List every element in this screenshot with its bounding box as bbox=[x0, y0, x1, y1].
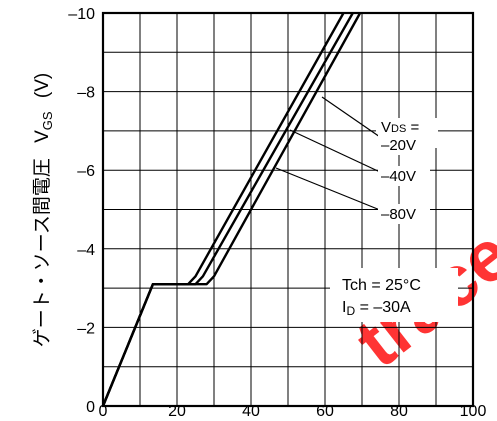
y-tick-label: –8 bbox=[77, 85, 95, 102]
annotation-background bbox=[330, 268, 458, 322]
legend: VDS = –20V –40V –80V bbox=[275, 96, 438, 224]
legend-leader-20v bbox=[321, 96, 381, 138]
series-lines bbox=[101, 12, 362, 407]
legend-label-bg-20v bbox=[378, 135, 430, 155]
y-tick-label: 0 bbox=[86, 399, 95, 416]
x-tick-label: 40 bbox=[242, 403, 260, 420]
plot-frame bbox=[101, 11, 475, 408]
x-tick-labels: 0 20 40 60 80 100 bbox=[99, 403, 487, 420]
x-tick-label: 20 bbox=[168, 403, 186, 420]
series-line-2 bbox=[101, 12, 362, 407]
svg-text:ゲート・ソース間電圧 VGS (V): ゲート・ソース間電圧 VGS (V) bbox=[31, 73, 57, 347]
legend-label-40v: –40V bbox=[381, 168, 416, 185]
annotation-current: ID = –30A bbox=[342, 299, 411, 318]
annotation-temperature: Tch = 25°C bbox=[342, 277, 421, 294]
x-tick-label: 80 bbox=[390, 403, 408, 420]
y-axis-label-text: ゲート・ソース間電圧 bbox=[31, 158, 53, 347]
y-tick-label: –6 bbox=[77, 163, 95, 180]
x-tick-label: 100 bbox=[460, 403, 487, 420]
x-tick-label: 0 bbox=[99, 403, 108, 420]
legend-label-bg-40v bbox=[378, 166, 430, 186]
y-axis-label-unit: (V) bbox=[32, 73, 53, 98]
legend-label-20v: –20V bbox=[381, 137, 416, 154]
y-tick-label: –10 bbox=[68, 6, 95, 23]
legend-label-bg-80v bbox=[378, 204, 430, 224]
condition-annotation: Tch = 25°C ID = –30A bbox=[330, 268, 458, 322]
y-axis-label-symbol-sub: GS bbox=[40, 111, 55, 130]
legend-title: VDS = bbox=[381, 119, 419, 136]
legend-leader-40v bbox=[289, 129, 381, 173]
y-tick-label: –4 bbox=[77, 242, 95, 259]
legend-label-80v: –80V bbox=[381, 206, 416, 223]
y-axis-label-symbol: V bbox=[32, 130, 53, 143]
y-axis-label: ゲート・ソース間電圧 VGS (V) bbox=[31, 73, 57, 347]
grid bbox=[103, 13, 473, 406]
y-tick-labels: 0 –2 –4 –6 –8 –10 bbox=[68, 6, 95, 416]
y-tick-label: –2 bbox=[77, 320, 95, 337]
x-tick-label: 60 bbox=[316, 403, 334, 420]
legend-leader-80v bbox=[275, 167, 381, 211]
